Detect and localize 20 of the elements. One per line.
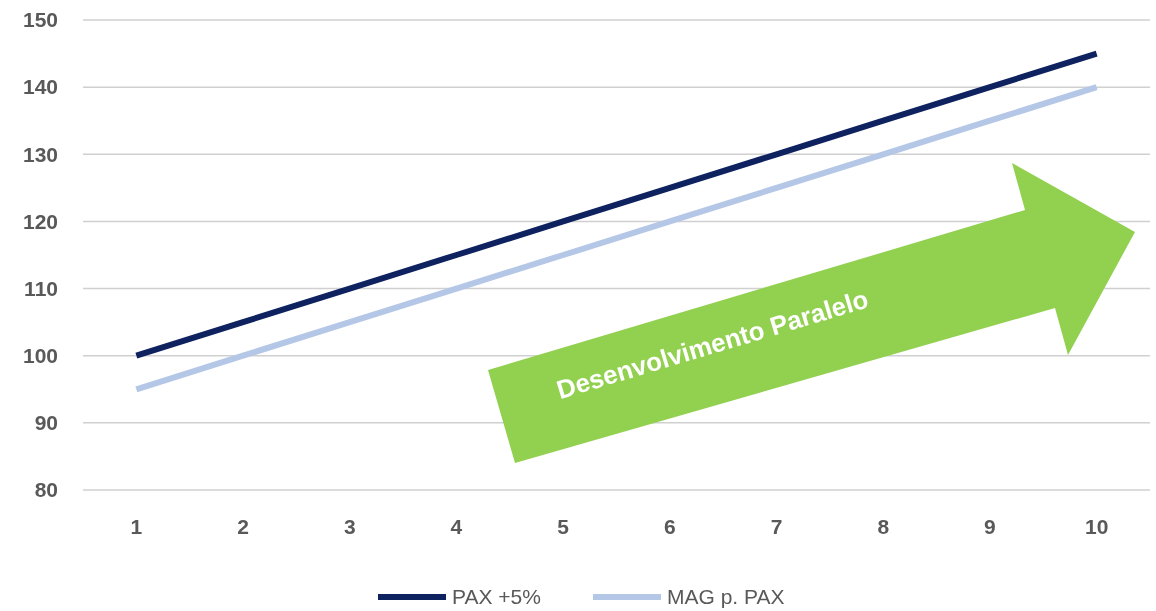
x-tick-label: 1: [130, 515, 143, 539]
x-tick-label: 10: [1084, 515, 1109, 539]
x-tick-label: 9: [984, 515, 996, 539]
x-tick-label: 5: [557, 515, 570, 539]
x-tick-label: 2: [237, 515, 249, 539]
y-tick-label: 100: [22, 344, 58, 368]
y-tick-label: 90: [34, 411, 58, 435]
x-tick-label: 4: [450, 515, 463, 539]
x-tick-label: 8: [877, 515, 890, 539]
x-tick-label: 7: [770, 515, 783, 539]
legend-label: MAG p. PAX: [667, 585, 785, 609]
y-tick-label: 110: [24, 276, 58, 300]
y-tick-label: 130: [22, 142, 58, 166]
legend-label: PAX +5%: [452, 585, 541, 609]
x-tick-label: 3: [343, 515, 356, 539]
x-tick-label: 6: [664, 515, 676, 539]
y-tick-label: 150: [22, 8, 58, 32]
y-tick-label: 120: [22, 209, 58, 233]
y-tick-label: 140: [22, 75, 58, 99]
y-tick-label: 80: [34, 478, 58, 502]
